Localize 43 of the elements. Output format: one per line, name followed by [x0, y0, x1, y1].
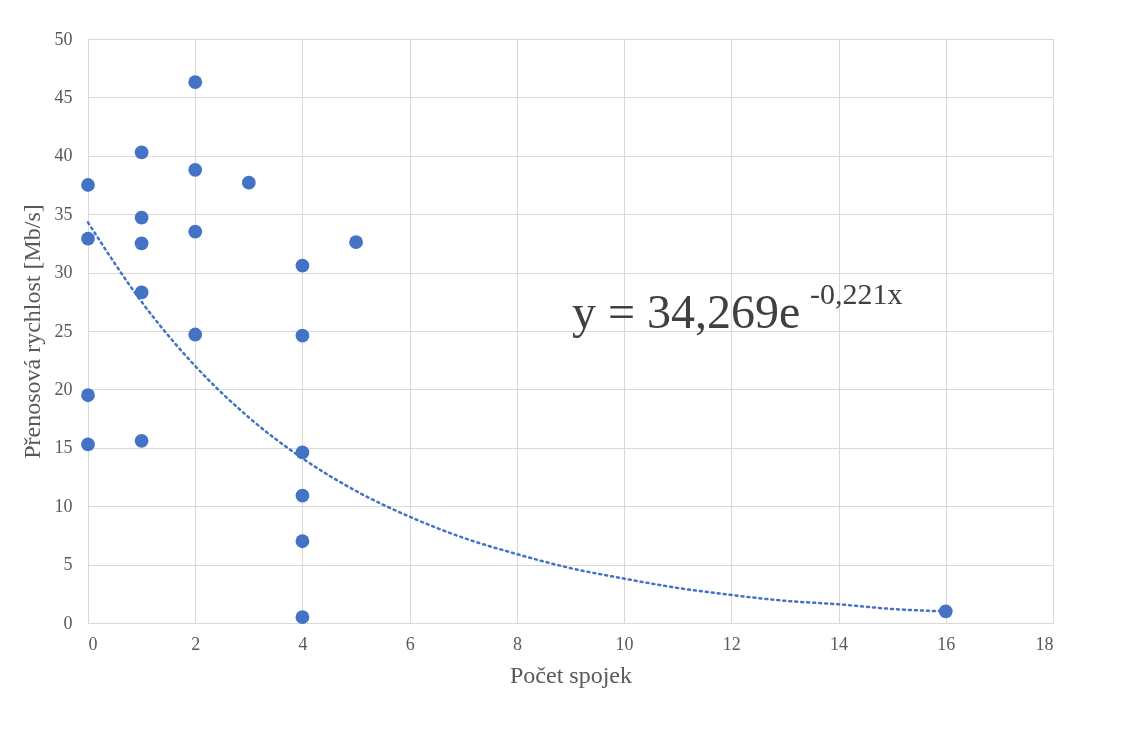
annotation: y = 34,269e-0,221x — [572, 277, 903, 338]
y-tick-label: 10 — [54, 495, 73, 516]
y-tick-label: 25 — [54, 320, 73, 341]
point — [349, 235, 363, 250]
point — [188, 224, 203, 239]
point — [81, 388, 95, 403]
y-tick-label: 35 — [54, 203, 73, 224]
y-tick-label: 40 — [54, 145, 73, 166]
y-tick-label: 20 — [54, 378, 73, 399]
point — [188, 327, 203, 342]
point — [134, 210, 149, 225]
y-tick-label: 45 — [54, 86, 73, 107]
x-axis-title: Počet spojek — [510, 661, 632, 688]
y-tick-label: 50 — [54, 28, 73, 49]
y-tick-label: 30 — [54, 262, 73, 283]
point — [295, 610, 310, 625]
x-tick-label: 0 — [88, 633, 98, 654]
x-tick-label: 6 — [405, 633, 415, 654]
x-tick-label: 2 — [191, 633, 201, 654]
y-tick-label: 15 — [54, 437, 73, 458]
point — [188, 75, 203, 90]
point — [81, 178, 95, 192]
point — [134, 145, 149, 160]
point — [81, 437, 95, 452]
x-tick-label: 18 — [1035, 633, 1054, 654]
point — [295, 328, 310, 343]
point — [134, 433, 149, 448]
point — [295, 258, 310, 273]
x-tick-label: 16 — [937, 633, 956, 654]
x-tick-label: 4 — [298, 633, 308, 654]
y-tick-label: 0 — [63, 612, 73, 633]
point — [241, 175, 256, 190]
y-tick-label: 5 — [63, 554, 73, 575]
point — [188, 162, 203, 177]
point — [134, 236, 149, 251]
y-axis-title: Přenosová rychlost [Mb/s] — [18, 204, 45, 459]
point — [81, 231, 95, 246]
x-tick-label: 12 — [722, 633, 741, 654]
x-tick-label: 10 — [615, 633, 634, 654]
x-tick-label: 14 — [830, 633, 849, 654]
x-tick-label: 8 — [512, 633, 522, 654]
point — [295, 488, 310, 503]
point — [295, 534, 310, 549]
